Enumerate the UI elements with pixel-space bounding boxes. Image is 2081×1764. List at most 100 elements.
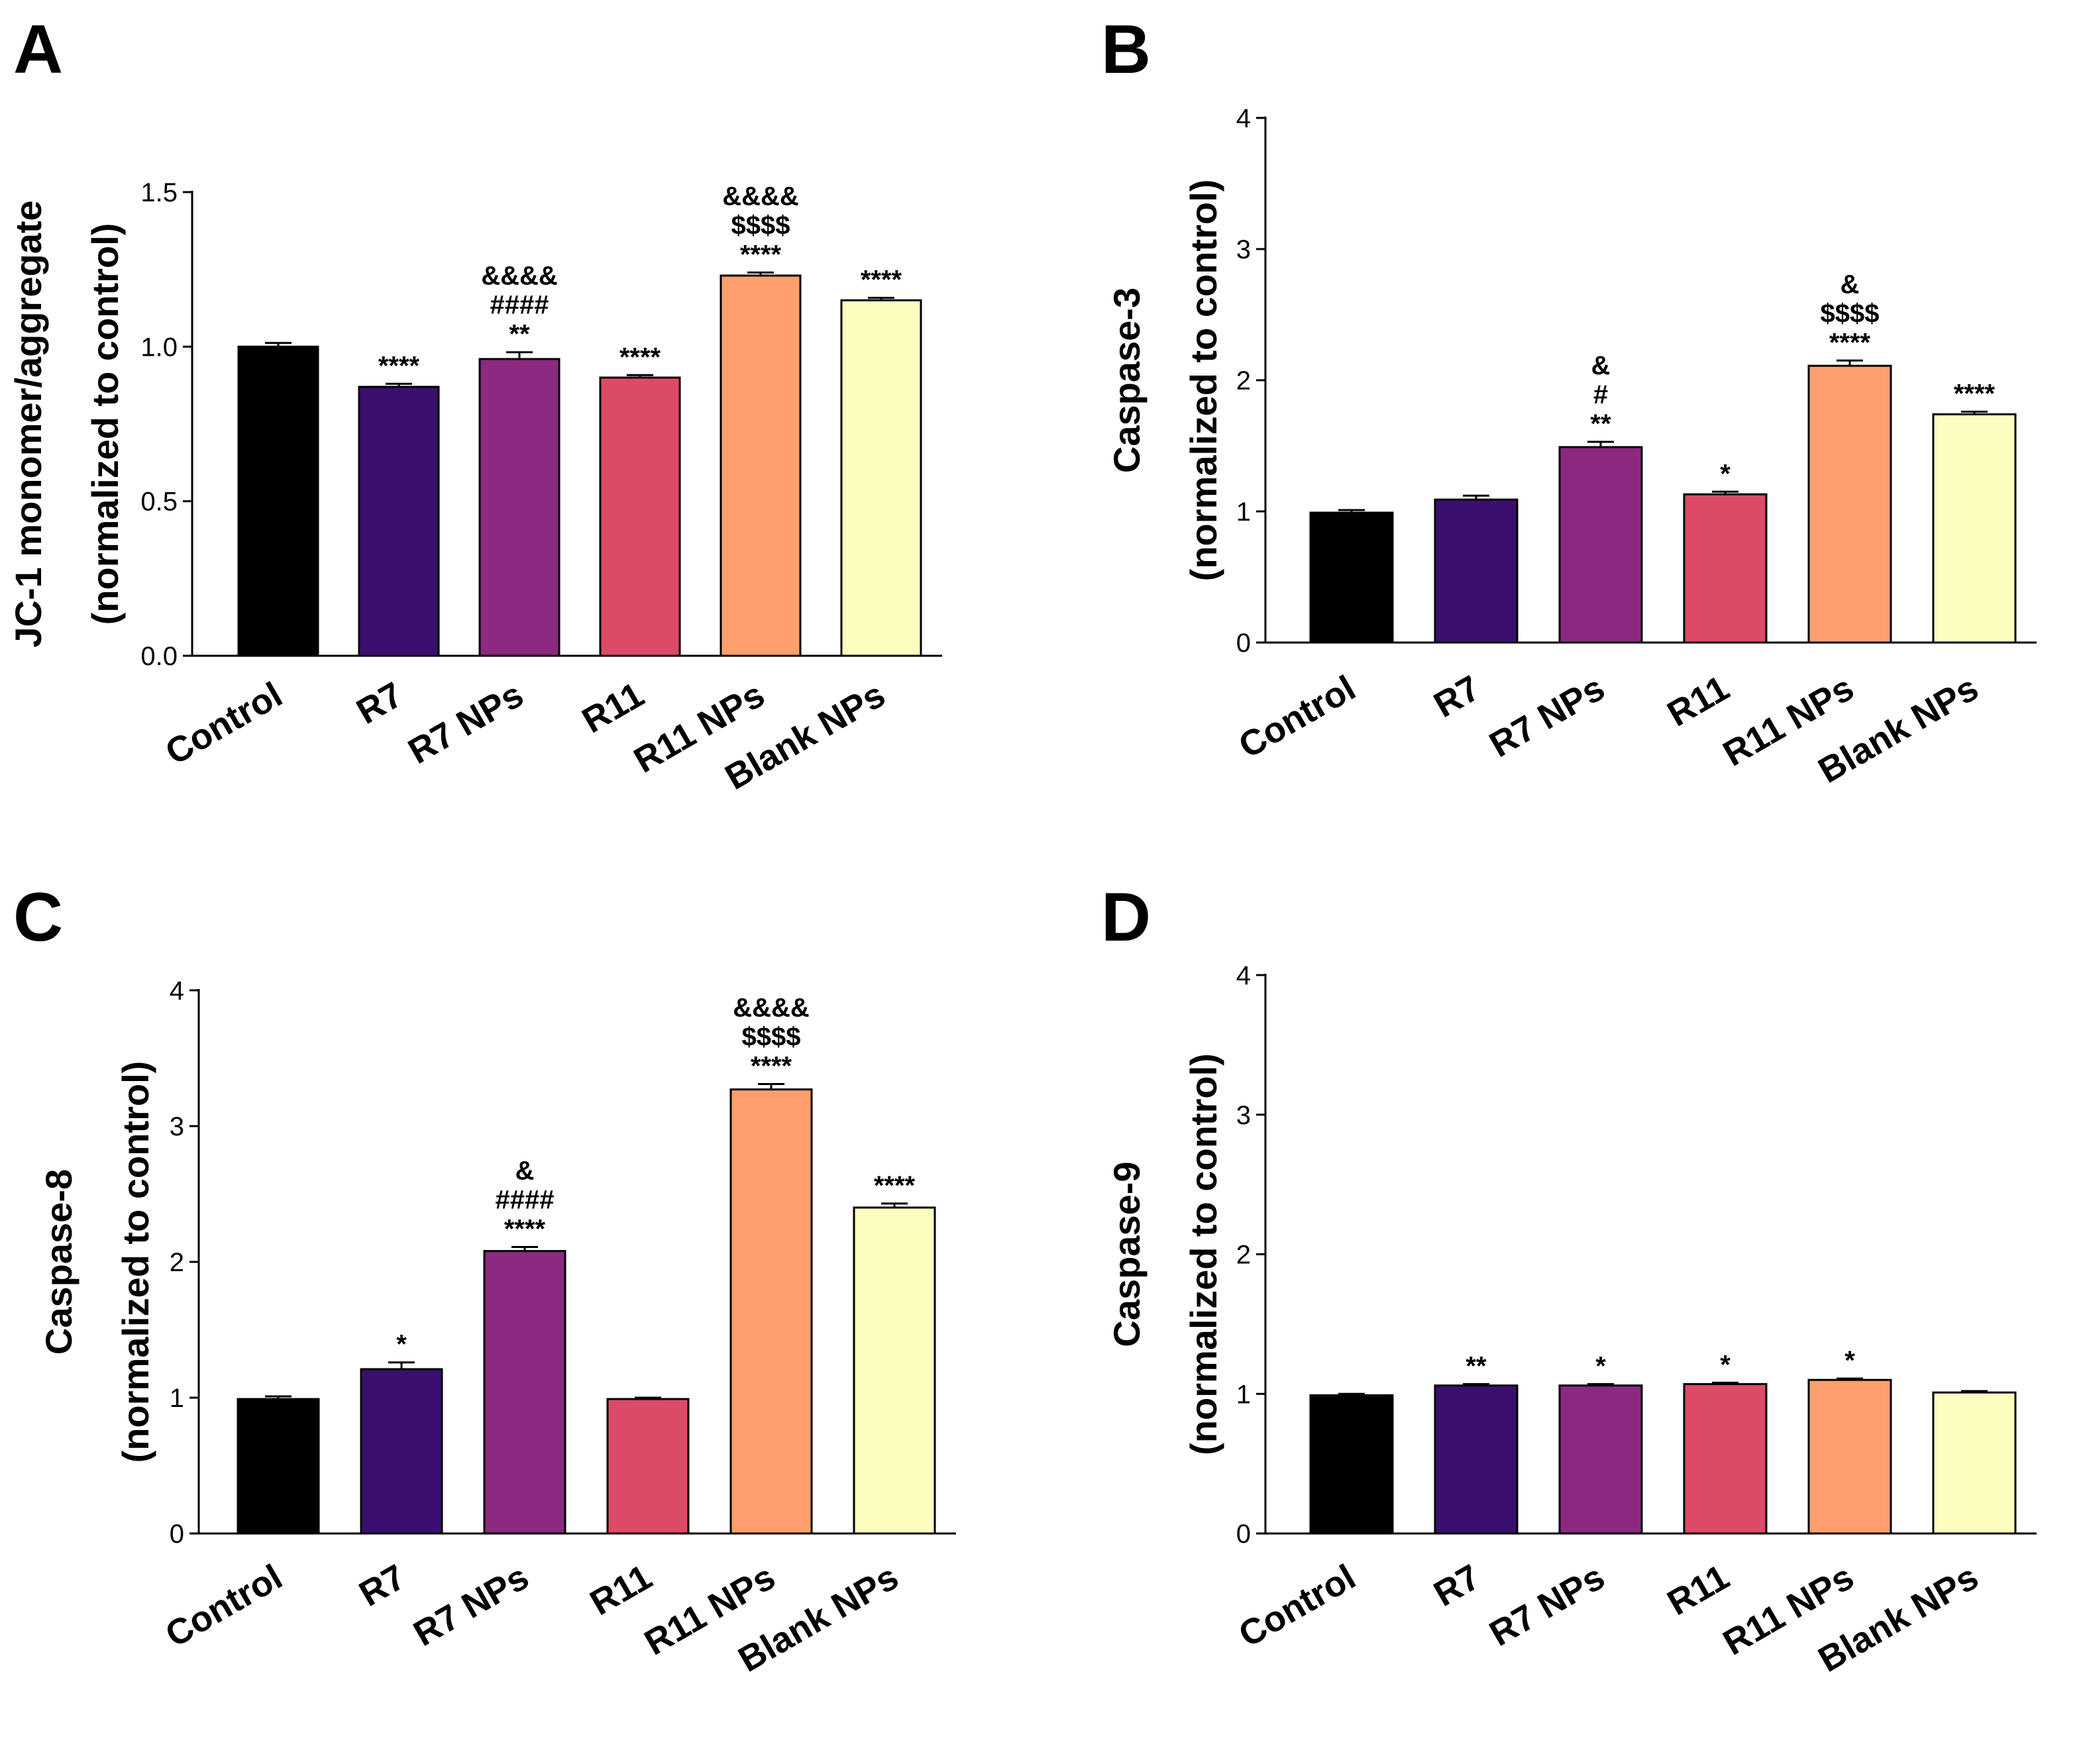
panel-d-y-tick-label: 3 (1236, 1101, 1251, 1130)
panel-a-significance-label: &&&& (722, 182, 799, 211)
panel-b-significance-label: & (1841, 270, 1860, 299)
panel-c-bar (237, 1398, 320, 1535)
panel-a-significance-label: $$$$ (731, 211, 790, 240)
panel-d-x-tick-label: R11 (1661, 1557, 1736, 1623)
panel-c-chart: 0 1 2 3 4 Caspase-8 (normalized to control) Con… (38, 976, 956, 1680)
panel-b-y-tick-label: 3 (1236, 235, 1251, 264)
panel-b-x-tick-label: Control (1232, 668, 1362, 766)
panel-b-error-bar (1961, 411, 1988, 415)
panel-c-y-tick-label: 2 (170, 1248, 184, 1277)
panel-b-bar (1932, 413, 2017, 644)
panel-b-x-tick-label: R7 (1427, 668, 1487, 725)
panel-a-x-tick-label: R11 (576, 674, 651, 741)
panel-d-bar (1558, 1384, 1643, 1535)
panel-c-significance-label: * (396, 1330, 407, 1359)
panel-b-y-tick-label: 0 (1236, 629, 1251, 658)
panel-c-bar (853, 1206, 936, 1535)
panel-c-bar (360, 1368, 443, 1535)
panel-b-significance-label: $$$$ (1821, 299, 1880, 328)
panel-c-y-tick-label: 3 (170, 1112, 184, 1141)
panel-a-x-tick-label: Control (159, 674, 289, 772)
panel-b-significance-label: ** (1590, 409, 1611, 439)
panel-d-significance-label: * (1720, 1350, 1731, 1379)
panel-c-x-tick-label: R11 (584, 1557, 659, 1623)
panel-d-x-tick-label: Control (1232, 1557, 1362, 1655)
panel-d-x-tick-label: R7 NPs (1483, 1557, 1611, 1654)
panel-c-bar (483, 1250, 566, 1535)
panel-a-error-bar (506, 351, 533, 359)
panel-c-error-bar (635, 1396, 661, 1400)
panel-a-y-tick-label: 0.0 (140, 642, 178, 671)
panel-c-significance-label: #### (496, 1185, 555, 1214)
panel-c-error-bar (511, 1245, 538, 1251)
panel-a-bar (478, 358, 560, 657)
panel-b-bar (1309, 511, 1394, 644)
panel-c-y-axis-label: Caspase-8 (38, 1169, 80, 1355)
panel-d-y-tick-label: 2 (1236, 1241, 1251, 1270)
panel-b-significance-label: * (1720, 459, 1731, 488)
panel-b-x-tick-label: R11 (1661, 668, 1736, 734)
panel-a-y-tick-label: 0.5 (140, 488, 178, 517)
panel-c-significance-label: **** (504, 1214, 546, 1243)
panel-d-error-bar (1587, 1382, 1614, 1386)
panel-c-significance-label: &&&& (733, 993, 810, 1022)
panel-b-bar (1558, 446, 1643, 644)
panel-c-bar (729, 1088, 813, 1535)
panel-letter-c: C (13, 879, 63, 956)
panel-c-error-bar (881, 1202, 908, 1208)
panel-a-bar (720, 274, 802, 657)
panel-b-significance-label: # (1593, 380, 1608, 409)
panel-c-error-bar (265, 1395, 292, 1400)
panel-c-error-bar (388, 1361, 415, 1369)
panel-b-error-bar (1837, 359, 1863, 366)
panel-d-error-bar (1712, 1381, 1738, 1384)
panel-a-significance-label: #### (490, 291, 549, 320)
panel-b-significance-label: **** (1829, 328, 1871, 357)
panel-b-bar (1683, 493, 1768, 644)
panel-b-error-bar (1587, 441, 1614, 447)
panel-b-x-tick-label: R7 NPs (1483, 668, 1611, 765)
panel-d-y-axis-label: Caspase-9 (1106, 1161, 1147, 1347)
panel-a-significance-label: **** (740, 240, 782, 269)
panel-a-significance-label: **** (861, 266, 902, 295)
panel-a-x-tick-label: R7 NPs (401, 674, 530, 772)
panel-a-y-axis-label: (normalized to control) (84, 223, 126, 625)
panel-a-bar (599, 376, 681, 657)
panel-a-y-axis-label: JC-1 monomer/aggregate (7, 200, 49, 647)
panel-a-bar (237, 345, 319, 657)
panel-a-significance-label: **** (619, 342, 661, 372)
panel-a-chart: 0.0 0.5 1.0 1.5 JC-1 monomer/aggregate (norma… (7, 178, 942, 798)
panel-c-significance-label: **** (751, 1051, 792, 1080)
panel-letter-a: A (13, 11, 63, 88)
panel-d-error-bar (1961, 1390, 1988, 1393)
panel-c-y-tick-label: 0 (170, 1520, 184, 1549)
panel-b-bar (1434, 498, 1519, 644)
panel-b-y-axis-label: (normalized to control) (1183, 180, 1224, 582)
panel-c-significance-label: & (515, 1156, 535, 1185)
panel-b-significance-label: & (1591, 351, 1611, 380)
panel-d-y-tick-label: 1 (1236, 1380, 1251, 1409)
panel-c-y-axis-label: (normalized to control) (115, 1061, 156, 1463)
panel-d-y-tick-label: 0 (1236, 1520, 1251, 1549)
panel-c-y-tick-label: 4 (170, 976, 184, 1006)
panel-b-y-axis-label: Caspase-3 (1106, 287, 1147, 473)
panel-d-significance-label: * (1844, 1346, 1855, 1375)
panel-b-error-bar (1712, 490, 1738, 495)
panel-d-bar (1309, 1394, 1394, 1535)
panel-c-significance-label: **** (874, 1171, 916, 1200)
panel-c-x-tick-label: Control (159, 1557, 289, 1655)
panel-a-error-bar (627, 374, 653, 378)
panel-a-error-bar (386, 382, 412, 387)
panel-b-error-bar (1463, 494, 1489, 500)
panel-d-x-tick-label: R7 (1427, 1557, 1487, 1614)
panel-d-y-axis-label: (normalized to control) (1183, 1053, 1224, 1455)
panel-a-error-bar (868, 297, 894, 301)
panel-d-error-bar (1837, 1377, 1863, 1380)
panel-d-bar (1683, 1382, 1768, 1535)
panel-c-x-tick-label: R7 (352, 1557, 412, 1614)
panel-c-y-tick-label: 1 (170, 1384, 184, 1413)
panel-b-significance-label: **** (1954, 380, 1996, 409)
panel-c-x-tick-label: R7 NPs (407, 1557, 535, 1654)
panel-b-y-tick-label: 2 (1236, 366, 1251, 395)
